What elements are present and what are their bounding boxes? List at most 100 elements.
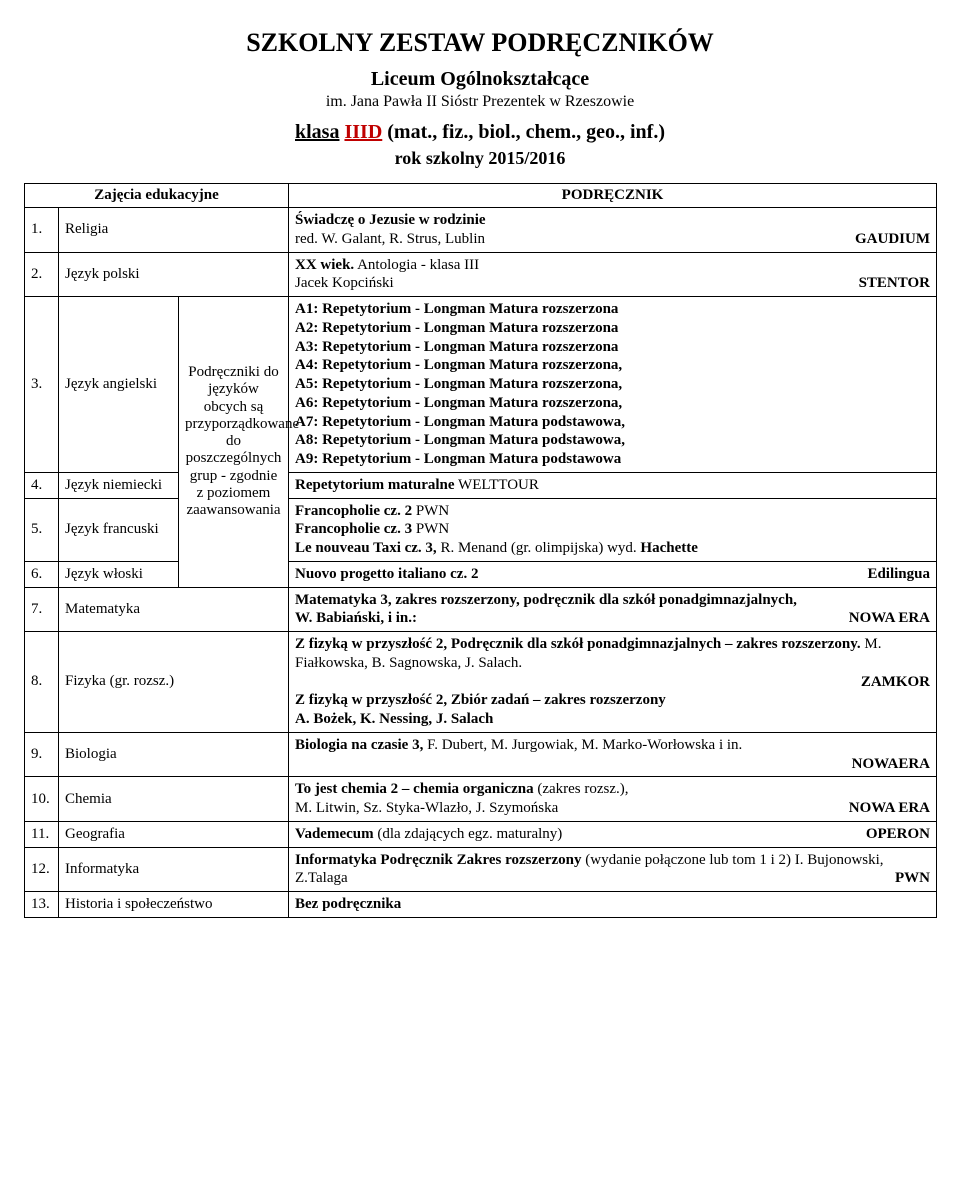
book-line: A1: Repetytorium - Longman Matura rozsze…	[295, 300, 930, 319]
book-title: Vademecum	[295, 826, 374, 842]
doc-class-line: klasa IIID (mat., fiz., biol., chem., ge…	[24, 121, 936, 144]
book-line: A3: Repetytorium - Longman Matura rozsze…	[295, 338, 930, 357]
subject-cell: Historia i społeczeństwo	[59, 892, 289, 918]
publisher: GAUDIUM	[855, 230, 930, 249]
book-authors: M. Litwin, Sz. Styka-Wlazło, J. Szymońsk…	[295, 800, 558, 816]
row-num: 10.	[25, 777, 59, 822]
table-row: 7. Matematyka Matematyka 3, zakres rozsz…	[25, 587, 937, 632]
book-author: red. W. Galant, R. Strus, Lublin	[295, 231, 485, 247]
row-num: 5.	[25, 498, 59, 561]
subject-cell: Język francuski	[59, 498, 179, 561]
book-title: XX wiek.	[295, 257, 354, 273]
book-title: Matematyka 3, zakres rozszerzony, podręc…	[295, 591, 930, 610]
book-title: Z fizyką w przyszłość 2, Zbiór zadań – z…	[295, 691, 930, 710]
row-num: 4.	[25, 472, 59, 498]
table-row: 10. Chemia To jest chemia 2 – chemia org…	[25, 777, 937, 822]
table-row: 2. Język polski XX wiek. Antologia - kla…	[25, 252, 937, 297]
subject-cell: Religia	[59, 208, 289, 253]
publisher: ZAMKOR	[861, 673, 930, 692]
book-rest: (dla zdających egz. maturalny)	[374, 826, 563, 842]
table-row: 9. Biologia Biologia na czasie 3, F. Dub…	[25, 732, 937, 777]
publisher: STENTOR	[859, 274, 930, 293]
subject-cell: Język niemiecki	[59, 472, 179, 498]
book-subtitle: Antologia - klasa III	[354, 257, 479, 273]
row-num: 6.	[25, 561, 59, 587]
book-rest: PWN	[412, 521, 449, 537]
subject-cell: Język polski	[59, 252, 289, 297]
group-note: Podręczniki do języków obcych są przypor…	[179, 297, 289, 588]
book-rest: (zakres rozsz.),	[534, 781, 629, 797]
book-title: Francopholie cz. 3	[295, 521, 412, 537]
book-title: Z fizyką w przyszłość 2, Podręcznik dla …	[295, 636, 861, 652]
textbook-cell: To jest chemia 2 – chemia organiczna (za…	[289, 777, 937, 822]
textbook-table: Zajęcia edukacyjne PODRĘCZNIK 1. Religia…	[24, 183, 937, 918]
header-left: Zajęcia edukacyjne	[25, 184, 289, 208]
publisher: NOWA ERA	[849, 609, 930, 628]
textbook-cell: Francopholie cz. 2 PWN Francopholie cz. …	[289, 498, 937, 561]
book-line: A2: Repetytorium - Longman Matura rozsze…	[295, 319, 930, 338]
row-num: 12.	[25, 847, 59, 892]
textbook-cell: A1: Repetytorium - Longman Matura rozsze…	[289, 297, 937, 473]
textbook-cell: Świadczę o Jezusie w rodzinie red. W. Ga…	[289, 208, 937, 253]
row-num: 7.	[25, 587, 59, 632]
row-num: 9.	[25, 732, 59, 777]
book-rest: PWN	[412, 503, 449, 519]
textbook-cell: Repetytorium maturalne WELTTOUR	[289, 472, 937, 498]
row-num: 13.	[25, 892, 59, 918]
book-title: Francopholie cz. 2	[295, 503, 412, 519]
row-num: 11.	[25, 821, 59, 847]
subject-cell: Język angielski	[59, 297, 179, 473]
textbook-cell: Informatyka Podręcznik Zakres rozszerzon…	[289, 847, 937, 892]
row-num: 1.	[25, 208, 59, 253]
table-header-row: Zajęcia edukacyjne PODRĘCZNIK	[25, 184, 937, 208]
header-right: PODRĘCZNIK	[289, 184, 937, 208]
subject-cell: Geografia	[59, 821, 289, 847]
table-row: 5. Język francuski Francopholie cz. 2 PW…	[25, 498, 937, 561]
doc-school: im. Jana Pawła II Sióstr Prezentek w Rze…	[24, 93, 936, 111]
row-num: 3.	[25, 297, 59, 473]
publisher: Hachette	[640, 540, 697, 556]
textbook-cell: Bez podręcznika	[289, 892, 937, 918]
book-title: Nuovo progetto italiano cz. 2	[295, 566, 478, 582]
textbook-cell: XX wiek. Antologia - klasa III Jacek Kop…	[289, 252, 937, 297]
subject-cell: Chemia	[59, 777, 289, 822]
table-row: 1. Religia Świadczę o Jezusie w rodzinie…	[25, 208, 937, 253]
table-row: 12. Informatyka Informatyka Podręcznik Z…	[25, 847, 937, 892]
book-author: Jacek Kopciński	[295, 275, 394, 291]
class-prefix: klasa	[295, 121, 339, 143]
book-line: A6: Repetytorium - Longman Matura rozsze…	[295, 394, 930, 413]
doc-title: SZKOLNY ZESTAW PODRĘCZNIKÓW	[24, 28, 936, 58]
subject-cell: Biologia	[59, 732, 289, 777]
textbook-cell: Vademecum (dla zdających egz. maturalny)…	[289, 821, 937, 847]
table-row: 11. Geografia Vademecum (dla zdających e…	[25, 821, 937, 847]
book-title: Repetytorium maturalne	[295, 477, 455, 493]
row-num: 8.	[25, 632, 59, 733]
book-rest: WELTTOUR	[455, 477, 539, 493]
publisher: PWN	[895, 869, 930, 888]
book-line: A9: Repetytorium - Longman Matura podsta…	[295, 450, 930, 469]
publisher: NOWAERA	[852, 755, 930, 774]
subject-cell: Informatyka	[59, 847, 289, 892]
textbook-cell: Biologia na czasie 3, F. Dubert, M. Jurg…	[289, 732, 937, 777]
subject-cell: Matematyka	[59, 587, 289, 632]
book-title: Biologia na czasie 3,	[295, 737, 427, 753]
doc-subtitle: Liceum Ogólnokształcące	[24, 68, 936, 91]
publisher: Edilingua	[867, 565, 930, 584]
book-rest: R. Menand (gr. olimpijska) wyd.	[437, 540, 641, 556]
book-line: A8: Repetytorium - Longman Matura podsta…	[295, 431, 930, 450]
book-authors: A. Bożek, K. Nessing, J. Salach	[295, 710, 930, 729]
textbook-cell: Matematyka 3, zakres rozszerzony, podręc…	[289, 587, 937, 632]
book-title2: W. Babiański, i in.:	[295, 610, 417, 626]
book-title: Bez podręcznika	[295, 896, 401, 912]
publisher: OPERON	[866, 825, 930, 844]
book-rest: F. Dubert, M. Jurgowiak, M. Marko-Worłow…	[427, 737, 742, 753]
book-line: A4: Repetytorium - Longman Matura rozsze…	[295, 356, 930, 375]
publisher: NOWA ERA	[849, 799, 930, 818]
table-row: 4. Język niemiecki Repetytorium maturaln…	[25, 472, 937, 498]
table-row: 8. Fizyka (gr. rozsz.) Z fizyką w przysz…	[25, 632, 937, 733]
book-line: A5: Repetytorium - Longman Matura rozsze…	[295, 375, 930, 394]
doc-year: rok szkolny 2015/2016	[24, 148, 936, 169]
book-title: To jest chemia 2 – chemia organiczna	[295, 781, 534, 797]
book-title: Świadczę o Jezusie w rodzinie	[295, 211, 930, 230]
subject-cell: Fizyka (gr. rozsz.)	[59, 632, 289, 733]
